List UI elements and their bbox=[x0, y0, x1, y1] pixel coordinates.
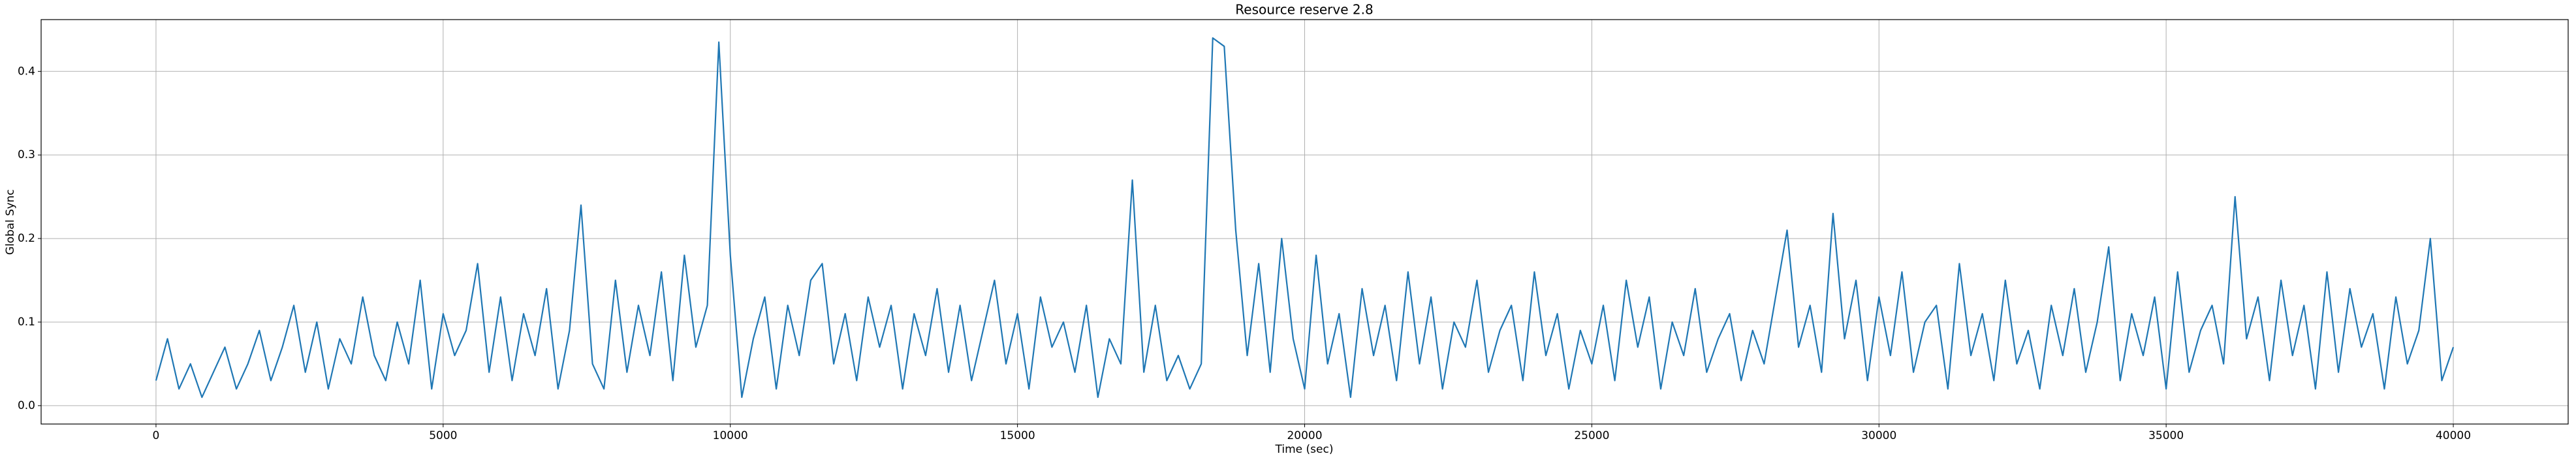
y-tick-label: 0.2 bbox=[18, 232, 35, 245]
plot-frame bbox=[40, 19, 2569, 425]
x-tick-label: 5000 bbox=[429, 429, 457, 442]
x-tick-label: 0 bbox=[153, 429, 160, 442]
x-axis-label: Time (sec) bbox=[1275, 443, 1334, 456]
x-tick-label: 40000 bbox=[2436, 429, 2471, 442]
y-tick-label: 0.3 bbox=[18, 148, 35, 161]
x-tick-label: 25000 bbox=[1574, 429, 1609, 442]
y-tick-label: 0.1 bbox=[18, 316, 35, 329]
x-tick-label: 35000 bbox=[2148, 429, 2184, 442]
y-tick-label: 0.4 bbox=[18, 65, 35, 78]
x-tick-label: 15000 bbox=[1000, 429, 1035, 442]
data-line bbox=[155, 37, 2455, 399]
x-tick-label: 30000 bbox=[1861, 429, 1896, 442]
y-tick-label: 0.0 bbox=[18, 399, 35, 412]
chart-title: Resource reserve 2.8 bbox=[1235, 2, 1373, 18]
y-axis-label: Global Sync bbox=[4, 189, 17, 255]
x-tick-label: 10000 bbox=[713, 429, 748, 442]
x-tick-label: 20000 bbox=[1287, 429, 1322, 442]
